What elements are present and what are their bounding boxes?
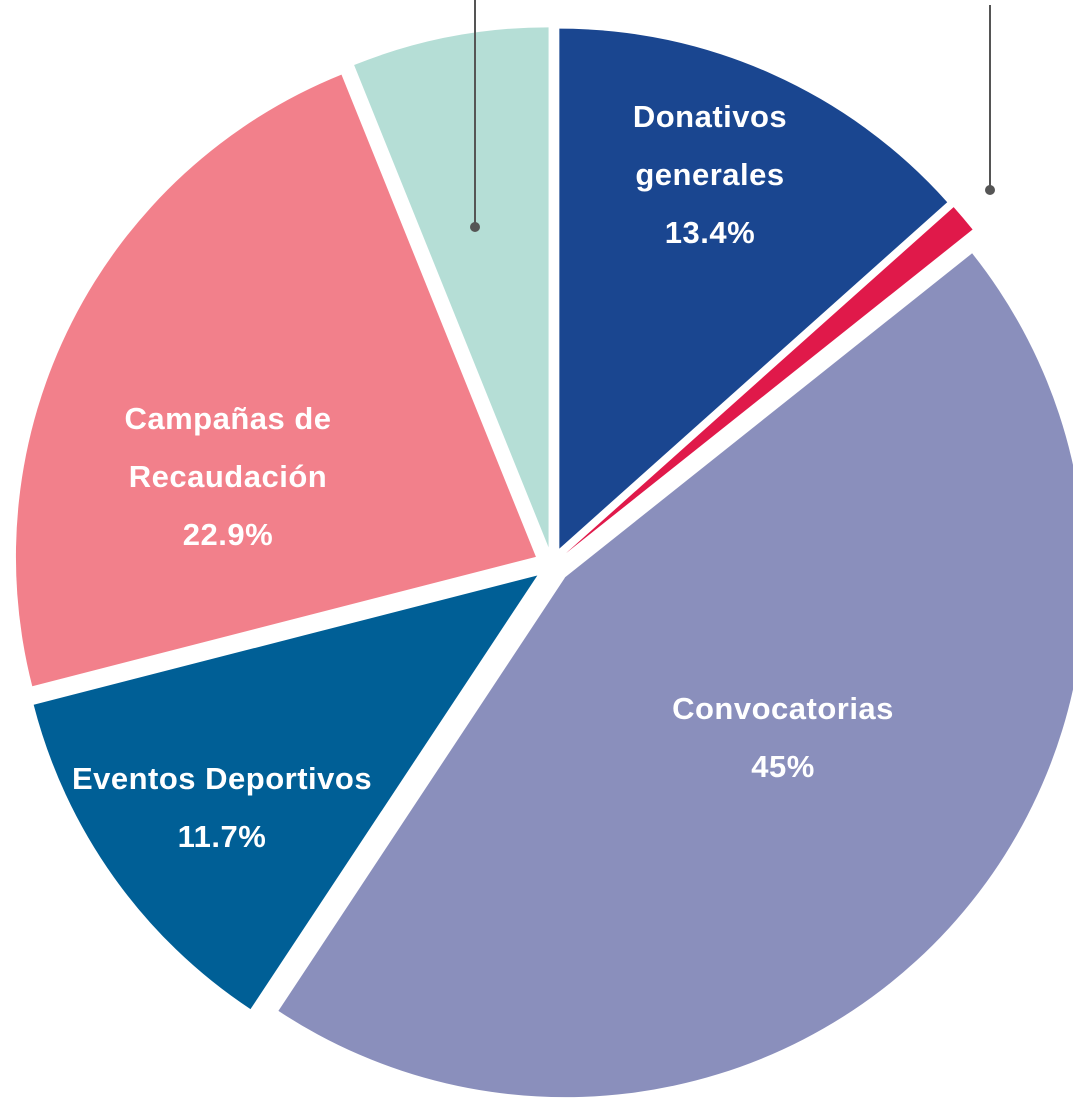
value-label: 11.7% — [177, 819, 267, 854]
category-label: Eventos Deportivos — [71, 761, 373, 796]
slice-label: Convocatorias 45% — [672, 680, 894, 796]
slice-label: Eventos Deportivos 11.7% — [72, 750, 372, 866]
pie-slice — [354, 27, 549, 548]
slice-label: Donativos generales 13.4% — [625, 88, 795, 262]
pie-slice — [15, 74, 536, 687]
slice-label: Campañas de Recaudación 22.9% — [113, 390, 343, 564]
value-label: 45% — [751, 749, 815, 784]
leader-dot — [470, 222, 480, 232]
pie-slice — [33, 575, 538, 1010]
value-label: 22.9% — [182, 517, 274, 552]
value-label: 13.4% — [664, 215, 756, 250]
pie-slice — [565, 207, 973, 554]
pie-slice — [278, 253, 1073, 1098]
slices — [15, 27, 1073, 1098]
category-label: Donativos generales — [632, 99, 788, 192]
category-label: Convocatorias — [672, 691, 894, 726]
category-label: Campañas de Recaudación — [124, 401, 332, 494]
leader-dot — [985, 185, 995, 195]
pie-slice — [559, 28, 948, 549]
